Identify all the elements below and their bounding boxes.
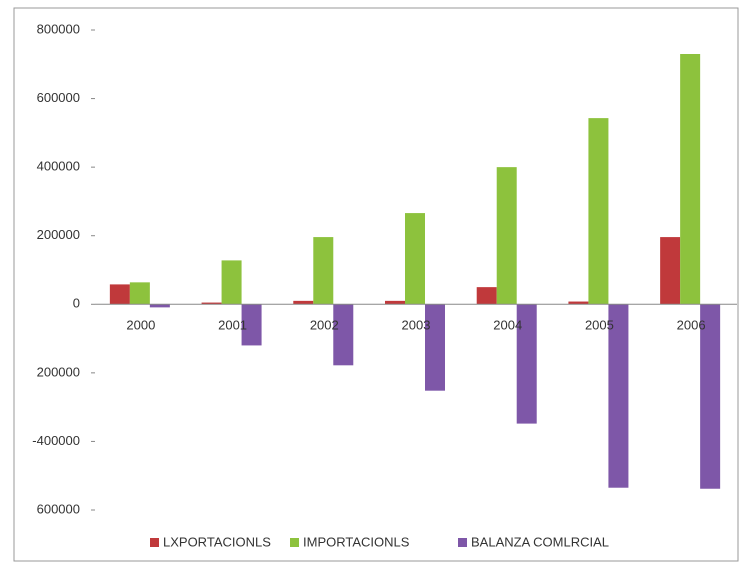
legend-label: LXPORTACIONLS — [163, 534, 271, 549]
x-tick-label: 2004 — [493, 318, 522, 333]
legend-label: IMPORTACIONLS — [303, 534, 410, 549]
bar — [333, 304, 354, 366]
bar — [588, 118, 609, 305]
y-tick-label: -400000 — [32, 433, 80, 448]
bar — [680, 54, 701, 305]
chart-frame — [13, 7, 739, 562]
bar — [109, 284, 130, 305]
bar — [608, 304, 629, 488]
bar — [425, 304, 445, 391]
legend-swatch — [150, 538, 159, 547]
bar — [149, 304, 170, 308]
x-tick-label: 2002 — [310, 318, 339, 333]
y-tick-label: 200000 — [37, 364, 80, 379]
bar — [241, 304, 262, 346]
bar — [516, 304, 537, 424]
bar — [476, 287, 497, 305]
legend-label: BALANZA COMLRCIAL — [471, 534, 609, 549]
y-tick-label: 600000 — [37, 90, 80, 105]
x-tick-label: 2006 — [677, 318, 706, 333]
legend-swatch — [290, 538, 299, 547]
x-tick-label: 2003 — [402, 318, 431, 333]
bar — [385, 300, 405, 305]
y-tick-label: 0 — [73, 296, 80, 311]
bar — [700, 304, 721, 489]
bar — [129, 282, 150, 305]
bar — [293, 300, 314, 305]
x-tick-label: 2001 — [218, 318, 247, 333]
bar — [496, 167, 517, 305]
bar — [313, 237, 334, 305]
y-tick-label: 800000 — [37, 21, 80, 36]
bar — [221, 260, 242, 305]
bar — [201, 302, 222, 305]
bar — [405, 213, 425, 305]
bar — [568, 301, 589, 305]
x-tick-label: 2005 — [585, 318, 614, 333]
legend-swatch — [458, 538, 467, 547]
y-tick-label: 200000 — [37, 227, 80, 242]
y-tick-label: 600000 — [37, 501, 80, 516]
x-tick-label: 2000 — [126, 318, 155, 333]
bar — [660, 237, 681, 305]
y-tick-label: 400000 — [37, 159, 80, 174]
